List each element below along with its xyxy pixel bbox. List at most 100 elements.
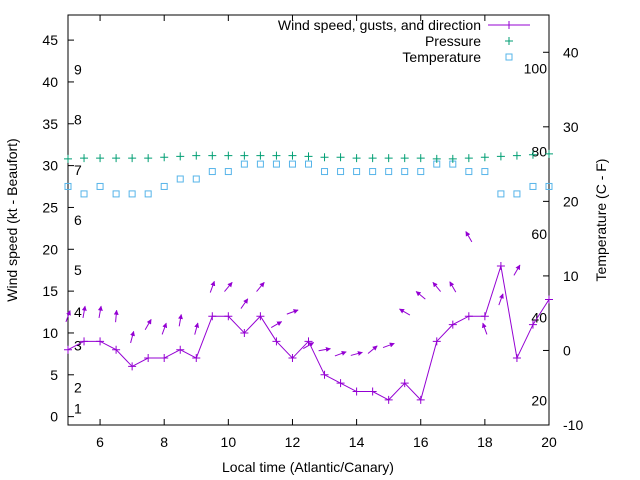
temperature-point [224,168,232,176]
wind-direction-arrow [415,291,426,300]
fahrenheit-label: 100 [524,61,548,77]
x-tick-label: 16 [413,434,429,450]
pressure-point [240,151,249,160]
wind-speed-point [320,370,329,379]
pressure-point [352,154,361,163]
wind-direction-arrow [97,305,103,319]
wind-direction-arrows [65,231,521,357]
pressure-point [112,154,121,163]
pressure-point [545,149,553,158]
pressure-point [288,151,297,160]
temperature-point [529,182,537,190]
pressure-point [304,152,313,161]
wind-direction-arrow [513,264,521,276]
beaufort-label: 3 [74,338,82,354]
wind-speed-point [272,337,281,346]
wind-speed-point [448,320,457,329]
wind-speed-point [240,328,249,337]
wind-direction-arrow [482,322,488,335]
pressure-point [80,154,89,163]
y2-tick-label: 10 [563,268,579,284]
wind-direction-arrow [350,351,363,356]
temperature-point [192,175,200,183]
y2-tick-label: 0 [563,342,571,358]
legend-marker-wind [505,21,513,29]
y2-tick-label: 40 [563,44,579,60]
pressure-point [400,154,409,163]
pressure-point [320,153,329,162]
legend-label-wind: Wind speed, gusts, and direction [278,17,481,33]
temperature-point [417,168,425,176]
wind-speed-point [80,337,89,346]
y-tick-label: 30 [42,158,58,174]
y-tick-label: 0 [50,409,58,425]
wind-direction-arrow [465,231,473,243]
wind-speed-point [480,312,489,321]
temperature-point [465,168,473,176]
temperature-point [481,168,489,176]
plot-frame [67,14,550,426]
y2-tick-label: -10 [563,417,583,433]
wind-speed-point [112,345,121,354]
wind-direction-arrow [382,342,395,349]
legend-label-pressure: Pressure [425,33,481,49]
y-tick-label: 15 [42,283,58,299]
wind-direction-arrow [498,293,504,306]
temperature-point [385,168,393,176]
temperature-point [337,168,345,176]
wind-speed-point [208,312,217,321]
beaufort-labels: 1 2 3 4 5 6 7 8 9 [74,61,82,416]
wind-speed-series [64,262,553,404]
temperature-point [64,182,72,190]
wind-direction-arrow [432,281,442,292]
x-axis-title: Local time (Atlantic/Canary) [222,459,394,475]
wind-speed-point [144,354,153,363]
legend-label-temperature: Temperature [402,49,481,65]
pressure-point [208,151,217,160]
pressure-point [272,151,281,160]
y-tick-label: 45 [42,32,58,48]
temperature-point [288,160,296,168]
y-tick-label: 20 [42,241,58,257]
temperature-point [321,168,329,176]
wind-speed-point [160,354,169,363]
temperature-point [96,182,104,190]
wind-direction-arrow [318,346,331,352]
wind-speed-point [432,337,441,346]
wind-speed-point [496,262,505,271]
pressure-point [128,154,137,163]
pressure-point [224,151,233,160]
y2-tick-label: 20 [563,193,579,209]
beaufort-label: 5 [74,262,82,278]
wind-speed-point [512,354,521,363]
y2-axis-title: Temperature (C - F) [593,159,609,282]
beaufort-label: 7 [74,162,82,178]
wind-speed-point [64,345,72,354]
beaufort-label: 8 [74,112,82,128]
pressure-point [256,151,265,160]
wind-direction-arrow [449,281,457,293]
pressure-point [144,154,153,163]
pressure-point [528,150,537,159]
wind-speed-point [256,312,265,321]
y-tick-label: 25 [42,199,58,215]
temperature-point [160,182,168,190]
y2-axis-ticks: -10 0 10 20 30 40 [543,44,583,433]
wind-speed-point [368,387,377,396]
temperature-point [305,160,312,168]
pressure-point [384,154,393,163]
pressure-point [512,151,521,160]
y-tick-label: 40 [42,74,58,90]
wind-direction-arrow [81,305,87,319]
wind-speed-point [288,354,297,363]
pressure-point [336,153,345,162]
wind-direction-arrow [334,351,347,357]
pressure-point [448,154,457,163]
temperature-point [513,190,521,198]
wind-speed-point [545,295,553,304]
fahrenheit-label: 60 [531,226,547,242]
y2-tick-label: 30 [563,119,579,135]
temperature-point [240,160,248,168]
beaufort-label: 4 [74,304,82,320]
